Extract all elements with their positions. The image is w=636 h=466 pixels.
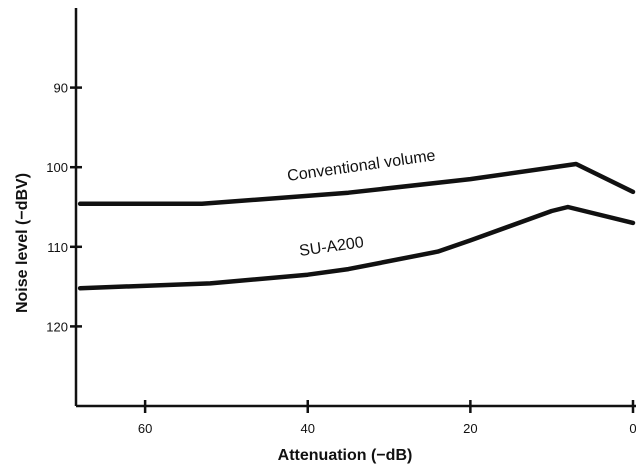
y-tick-label-120: 120: [46, 319, 68, 334]
x-tick-label-40: 40: [301, 421, 315, 436]
series-layer: [77, 161, 636, 291]
x-tick-label-60: 60: [138, 421, 152, 436]
series-label-su-a200: SU-A200: [298, 234, 365, 260]
x-axis-title: Attenuation (−dB): [278, 447, 413, 464]
ticks-layer: 60 40 20 0 90 100 110 120: [46, 81, 636, 436]
x-tick-label-20: 20: [463, 421, 477, 436]
series-line-su-a200: [77, 204, 636, 291]
axes: [74, 8, 636, 408]
y-tick-label-100: 100: [46, 160, 68, 175]
x-tick-label-0: 0: [629, 421, 636, 436]
y-axis-title: Noise level (−dBV): [14, 173, 31, 313]
series-label-conventional-volume: Conventional volume: [286, 147, 436, 185]
series-line-conventional-volume: [77, 161, 636, 207]
y-tick-label-90: 90: [54, 81, 68, 96]
y-tick-label-110: 110: [47, 240, 68, 255]
